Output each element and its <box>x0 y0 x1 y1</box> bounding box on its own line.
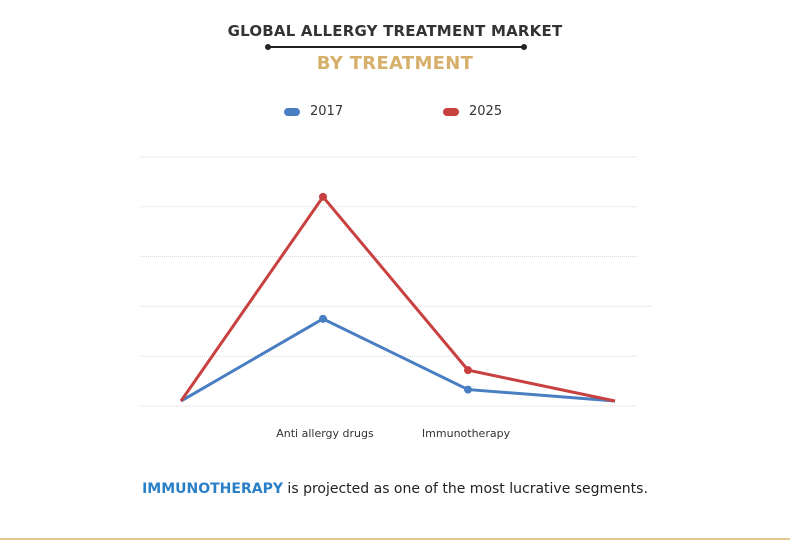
legend-item-2025: 2025 <box>443 104 502 119</box>
chart-title: GLOBAL ALLERGY TREATMENT MARKET <box>227 22 563 40</box>
data-point-2017-1 <box>319 314 327 323</box>
footer-highlight: IMMUNOTHERAPY <box>142 481 283 497</box>
line-chart: Anti allergy drugs Immunotherapy <box>140 156 651 440</box>
legend-swatch-2025 <box>443 107 459 116</box>
footer-note: IMMUNOTHERAPY is projected as one of the… <box>0 481 790 497</box>
footer-text: is projected as one of the most lucrativ… <box>282 481 648 497</box>
data-point-2025-1 <box>319 192 327 201</box>
series-line-2025 <box>179 195 616 403</box>
chart-subtitle: BY TREATMENT <box>316 53 474 74</box>
series-line-2017 <box>180 317 616 403</box>
legend-item-2017: 2017 <box>284 104 343 119</box>
legend-swatch-2017 <box>284 107 300 116</box>
title-underline <box>265 44 527 50</box>
x-tick-label: Immunotherapy <box>422 427 511 440</box>
chart-legend: 2017 2025 <box>0 104 790 122</box>
legend-label-2025: 2025 <box>469 104 503 119</box>
legend-label-2017: 2017 <box>310 104 344 119</box>
bottom-divider <box>0 538 790 540</box>
data-point-2025-2 <box>464 366 472 375</box>
data-point-2017-2 <box>464 385 472 394</box>
x-tick-label: Anti allergy drugs <box>276 427 374 440</box>
